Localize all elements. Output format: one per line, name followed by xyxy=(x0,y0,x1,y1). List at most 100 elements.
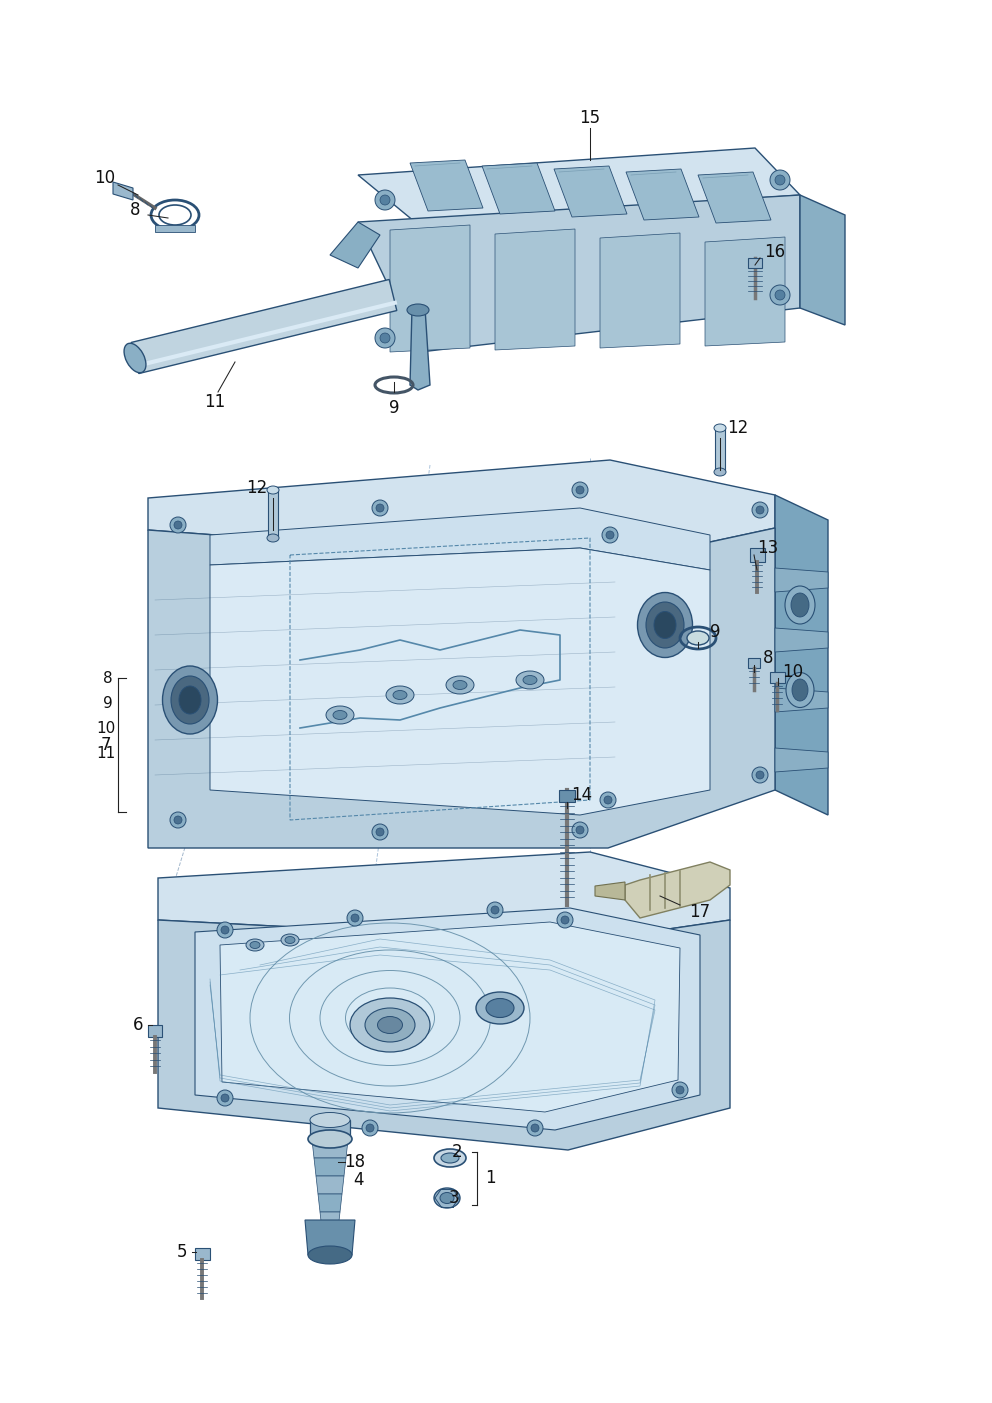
Polygon shape xyxy=(210,549,710,815)
Circle shape xyxy=(221,926,229,934)
Ellipse shape xyxy=(350,998,430,1052)
Polygon shape xyxy=(625,861,730,918)
Polygon shape xyxy=(698,173,771,223)
Ellipse shape xyxy=(714,424,726,432)
Polygon shape xyxy=(775,687,828,711)
Circle shape xyxy=(752,502,768,518)
Text: 8: 8 xyxy=(103,671,113,686)
Ellipse shape xyxy=(386,686,414,704)
Polygon shape xyxy=(559,790,575,803)
Polygon shape xyxy=(410,160,483,210)
Ellipse shape xyxy=(310,1134,350,1146)
Circle shape xyxy=(606,530,614,539)
Text: 6: 6 xyxy=(133,1016,143,1034)
Ellipse shape xyxy=(326,706,354,724)
Ellipse shape xyxy=(285,936,295,943)
Circle shape xyxy=(375,328,395,348)
Circle shape xyxy=(351,913,359,922)
Polygon shape xyxy=(312,1141,348,1157)
Polygon shape xyxy=(595,882,625,899)
Polygon shape xyxy=(314,1157,346,1176)
Polygon shape xyxy=(775,568,828,592)
Polygon shape xyxy=(148,460,775,564)
Polygon shape xyxy=(775,748,828,772)
Circle shape xyxy=(775,175,785,185)
Text: 9: 9 xyxy=(389,398,399,417)
Circle shape xyxy=(170,516,186,533)
Circle shape xyxy=(561,916,569,925)
Polygon shape xyxy=(158,852,730,941)
Ellipse shape xyxy=(638,592,692,658)
Ellipse shape xyxy=(308,1129,352,1148)
Ellipse shape xyxy=(281,934,299,946)
Circle shape xyxy=(221,1094,229,1101)
Polygon shape xyxy=(158,920,730,1150)
Polygon shape xyxy=(305,1221,355,1256)
Circle shape xyxy=(372,824,388,840)
Polygon shape xyxy=(195,908,700,1129)
Circle shape xyxy=(557,912,573,927)
Circle shape xyxy=(576,485,584,494)
Text: 10: 10 xyxy=(96,721,116,735)
Circle shape xyxy=(531,1124,539,1132)
Ellipse shape xyxy=(476,992,524,1024)
Text: 1: 1 xyxy=(485,1169,495,1187)
Ellipse shape xyxy=(124,344,146,373)
Ellipse shape xyxy=(407,304,429,316)
Text: 5: 5 xyxy=(177,1243,187,1261)
Circle shape xyxy=(604,796,612,804)
Text: 13: 13 xyxy=(757,539,779,557)
Text: 16: 16 xyxy=(765,243,786,261)
Polygon shape xyxy=(410,309,430,390)
Text: 3: 3 xyxy=(448,1188,459,1207)
Polygon shape xyxy=(482,163,555,215)
Ellipse shape xyxy=(516,671,544,689)
Text: 18: 18 xyxy=(344,1153,366,1172)
Ellipse shape xyxy=(785,586,815,624)
Circle shape xyxy=(672,1082,688,1099)
Circle shape xyxy=(752,767,768,783)
Circle shape xyxy=(756,506,764,513)
Circle shape xyxy=(170,812,186,828)
Text: 10: 10 xyxy=(783,664,804,680)
Text: 9: 9 xyxy=(103,696,113,710)
Polygon shape xyxy=(268,490,278,537)
Polygon shape xyxy=(775,629,828,652)
Ellipse shape xyxy=(791,593,809,617)
Text: 8: 8 xyxy=(130,201,140,219)
Polygon shape xyxy=(316,1176,344,1194)
Circle shape xyxy=(217,922,233,939)
Ellipse shape xyxy=(523,675,537,685)
Ellipse shape xyxy=(434,1149,466,1167)
Polygon shape xyxy=(113,182,133,201)
Polygon shape xyxy=(320,1212,340,1230)
Ellipse shape xyxy=(308,1246,352,1264)
Polygon shape xyxy=(148,1026,162,1037)
Polygon shape xyxy=(626,168,699,220)
Circle shape xyxy=(372,499,388,516)
Ellipse shape xyxy=(267,535,279,542)
Polygon shape xyxy=(715,428,725,471)
Ellipse shape xyxy=(654,612,676,638)
Ellipse shape xyxy=(687,631,709,645)
Circle shape xyxy=(380,333,390,342)
Text: 12: 12 xyxy=(246,478,268,497)
Polygon shape xyxy=(131,279,397,373)
Polygon shape xyxy=(210,508,710,570)
Polygon shape xyxy=(318,1194,342,1212)
Circle shape xyxy=(174,817,182,824)
Ellipse shape xyxy=(393,690,407,700)
Polygon shape xyxy=(358,195,800,352)
Circle shape xyxy=(527,1120,543,1136)
Circle shape xyxy=(770,285,790,304)
Circle shape xyxy=(491,906,499,913)
Ellipse shape xyxy=(714,469,726,476)
Text: 2: 2 xyxy=(451,1143,462,1162)
Ellipse shape xyxy=(646,602,684,648)
Ellipse shape xyxy=(434,1188,460,1208)
Circle shape xyxy=(380,195,390,205)
Circle shape xyxy=(602,528,618,543)
Text: 4: 4 xyxy=(353,1172,363,1188)
Ellipse shape xyxy=(250,941,260,948)
Circle shape xyxy=(756,772,764,779)
